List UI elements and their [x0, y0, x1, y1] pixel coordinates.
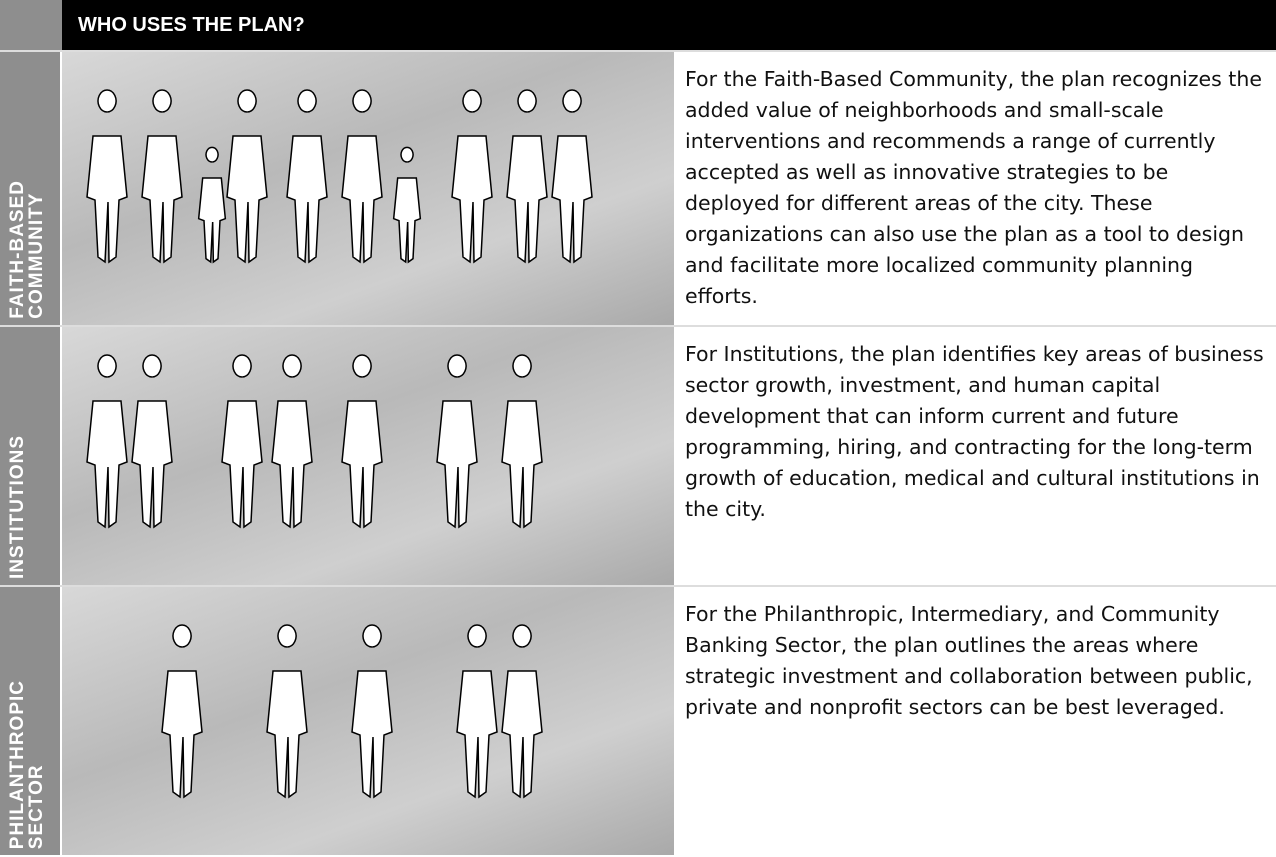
silhouette [342, 90, 382, 262]
silhouettes [62, 52, 674, 327]
silhouette [272, 355, 312, 527]
label-line: SECTOR [27, 680, 46, 849]
row-text: For Institutions, the plan identifies ke… [685, 339, 1265, 525]
silhouettes [62, 587, 674, 857]
silhouette [132, 355, 172, 527]
silhouette [502, 625, 542, 797]
silhouette [87, 355, 127, 527]
silhouette [502, 355, 542, 527]
page: Who uses the plan {"header":{"title":"WH… [0, 0, 1276, 855]
silhouette [222, 355, 262, 527]
silhouette [352, 625, 392, 797]
silhouette [199, 147, 226, 262]
label-line: PHILANTHROPIC [8, 680, 27, 849]
row-label-text: INSTITUTIONS [8, 435, 27, 579]
silhouette [437, 355, 477, 527]
illustration [62, 52, 674, 325]
row: INSTITUTIONS For Institutions, the plan i… [0, 325, 1276, 585]
silhouette [394, 147, 421, 262]
row-text: For the Faith-Based Community, the plan … [685, 64, 1265, 312]
label-line: COMMUNITY [27, 180, 46, 319]
silhouette [267, 625, 307, 797]
silhouette [452, 90, 492, 262]
row-label: INSTITUTIONS [0, 327, 62, 585]
side-bar [0, 0, 62, 50]
document: WHO USES THE PLAN? FAITH-BASEDCOMMUNITYF… [0, 0, 1276, 855]
silhouette [457, 625, 497, 797]
illustration [62, 327, 674, 585]
row-text: For the Philanthropic, Intermediary, and… [685, 599, 1265, 723]
silhouette [162, 625, 202, 797]
silhouette [507, 90, 547, 262]
silhouette [87, 90, 127, 262]
label-line: INSTITUTIONS [8, 435, 27, 579]
silhouette [142, 90, 182, 262]
label-line: FAITH-BASED [8, 180, 27, 319]
header-title: WHO USES THE PLAN? [62, 0, 1276, 50]
illustration [62, 587, 674, 855]
silhouette [227, 90, 267, 262]
silhouette [287, 90, 327, 262]
silhouettes [62, 327, 674, 587]
silhouette [552, 90, 592, 262]
silhouette [342, 355, 382, 527]
